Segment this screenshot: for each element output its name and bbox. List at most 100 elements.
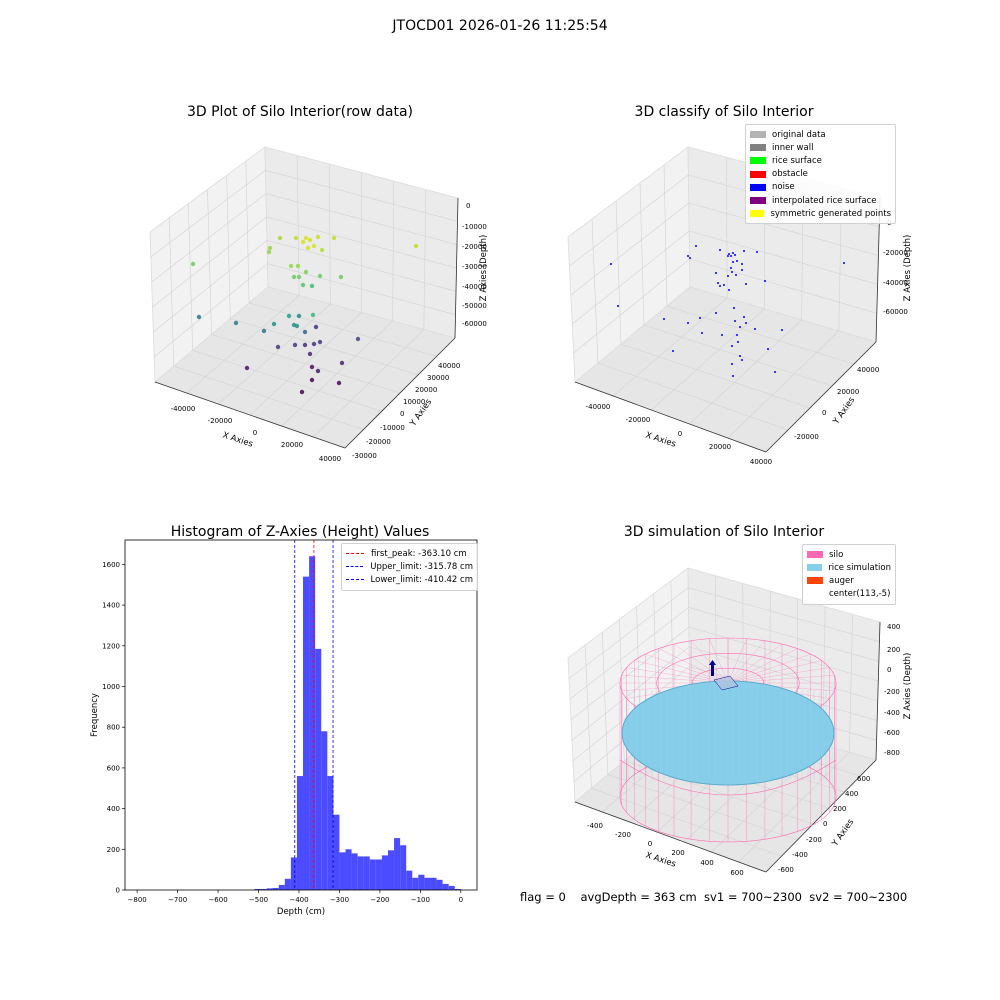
noise-point	[741, 269, 743, 271]
silo-wire	[619, 751, 837, 843]
noise-point	[672, 350, 674, 352]
raw-data-point	[305, 245, 311, 251]
noise-point	[733, 307, 735, 309]
noise-point	[734, 254, 736, 256]
histogram-bar	[357, 856, 364, 890]
noise-point	[731, 345, 733, 347]
cls-z-tick: -20000	[883, 249, 908, 257]
raw-data-point	[291, 322, 297, 328]
grid-line	[266, 240, 457, 292]
grid-line	[653, 593, 658, 734]
silo-wire	[727, 640, 766, 684]
grid-line	[657, 733, 845, 793]
grid-line	[265, 170, 458, 222]
cls-left-pane	[567, 146, 691, 383]
raw-data-point	[317, 339, 323, 345]
legend-item: first_peak: -363.10 cm	[346, 547, 473, 560]
sim-x-label: X Axies	[644, 850, 677, 869]
histogram-bar	[345, 849, 352, 890]
grid-line	[572, 230, 690, 325]
silo-wire	[690, 682, 729, 726]
legend-item: inner wall	[750, 141, 891, 154]
grid-line	[629, 721, 744, 823]
raw-data-point	[261, 328, 267, 334]
legend-item: original data	[750, 128, 891, 141]
grid-line	[571, 646, 690, 741]
silo-wire	[727, 682, 822, 706]
silo-wire	[690, 640, 729, 684]
x-tick-label: −200	[370, 896, 389, 904]
noise-point	[727, 255, 729, 257]
histogram-chart: −800 −700 −600 −500 −400 −300 −200 −100 0 0 200 400…	[90, 539, 478, 917]
raw-data-point	[196, 314, 202, 320]
grid-line	[423, 189, 427, 330]
histogram-bar	[418, 874, 425, 890]
silo-wire	[626, 667, 729, 684]
raw-data-point	[317, 273, 323, 279]
noise-point	[687, 322, 689, 324]
cls-z-tick: -40000	[883, 279, 908, 287]
cls-x-tick: 20000	[709, 443, 731, 451]
grid-line	[639, 182, 645, 326]
raw-data-point	[275, 344, 281, 350]
grid-line	[769, 591, 771, 730]
raw-data-point	[311, 243, 317, 249]
grid-line	[226, 175, 231, 319]
grid-line	[689, 319, 802, 425]
legend-item: Lower_limit: -410.42 cm	[346, 573, 473, 586]
grid-line	[573, 686, 690, 782]
grid-line	[666, 305, 855, 365]
legend-swatch	[807, 591, 823, 598]
raw-data-point	[277, 235, 283, 241]
histogram-bar	[303, 576, 310, 890]
cls-y-label: Y Axies	[831, 395, 858, 427]
noise-point	[663, 318, 665, 320]
grid-line	[711, 744, 824, 853]
grid-line	[715, 575, 717, 714]
grid-line	[601, 632, 609, 775]
noise-point	[731, 271, 733, 273]
raw-data-point	[309, 283, 315, 289]
noise-point	[730, 255, 732, 257]
sim-z-tick: 0	[887, 666, 891, 674]
rice-surface	[621, 680, 835, 786]
plot-frame	[124, 539, 478, 891]
grid-line	[727, 330, 840, 439]
legend-swatch	[807, 564, 823, 572]
raw-y-tick: 20000	[415, 386, 437, 394]
silo-wire	[727, 638, 747, 684]
noise-point	[754, 328, 756, 330]
noise-point	[745, 283, 747, 285]
noise-point	[728, 289, 730, 291]
cls-z-tick: -60000	[883, 308, 908, 316]
grid-line	[689, 666, 878, 721]
grid-line	[313, 329, 425, 438]
y-tick-label: 1400	[102, 602, 120, 610]
raw-z-tick: -40000	[462, 283, 487, 291]
histogram-bar	[454, 888, 461, 890]
sim-z-label: Z Axies (Depth)	[903, 653, 913, 720]
histogram-bar	[321, 731, 328, 890]
silo-wire	[727, 682, 830, 699]
histogram-bar	[436, 879, 443, 890]
grid-line	[663, 164, 668, 307]
grid-line	[689, 646, 878, 702]
x-tick-label: −800	[128, 896, 147, 904]
cls-x-tick: -40000	[586, 403, 611, 411]
raw-x-tick: 40000	[319, 455, 341, 463]
raw-data-point	[244, 365, 250, 371]
raw-y-tick: 40000	[438, 362, 460, 370]
grid-line	[249, 302, 437, 357]
cls-y-tick: 0	[822, 409, 826, 417]
silo-wire	[727, 667, 830, 684]
silo-wire	[727, 653, 811, 684]
legend-item: noise	[750, 181, 891, 194]
grid-line	[173, 365, 364, 430]
silo-wire	[727, 643, 783, 684]
raw-x-tick: -20000	[208, 417, 233, 425]
noise-point	[741, 359, 743, 361]
noise-point	[739, 355, 741, 357]
grid-line	[688, 607, 879, 662]
grid-line	[620, 343, 811, 409]
sim-x-tick: 0	[648, 840, 652, 848]
